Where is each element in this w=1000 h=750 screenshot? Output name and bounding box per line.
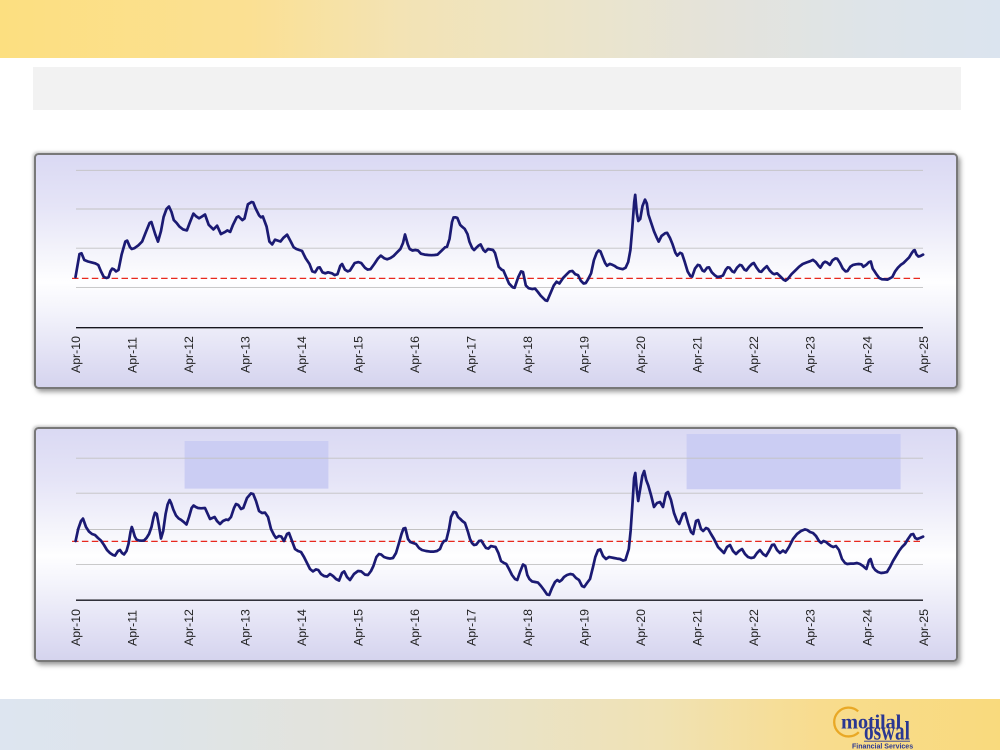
svg-text:Apr-15: Apr-15 <box>352 609 366 646</box>
svg-text:Apr-18: Apr-18 <box>521 336 535 373</box>
svg-text:Apr-22: Apr-22 <box>747 609 761 646</box>
svg-text:Apr-14: Apr-14 <box>295 609 309 646</box>
svg-text:Apr-19: Apr-19 <box>578 336 592 373</box>
svg-text:Apr-13: Apr-13 <box>238 336 252 373</box>
svg-text:Apr-24: Apr-24 <box>860 609 874 646</box>
svg-text:Apr-17: Apr-17 <box>465 336 479 373</box>
svg-text:Apr-22: Apr-22 <box>747 336 761 373</box>
svg-text:Apr-11: Apr-11 <box>125 610 139 646</box>
svg-text:Apr-12: Apr-12 <box>182 336 196 373</box>
svg-text:Apr-13: Apr-13 <box>238 609 252 646</box>
svg-text:Financial Services: Financial Services <box>852 744 913 750</box>
svg-text:Apr-11: Apr-11 <box>125 337 139 373</box>
svg-text:Apr-21: Apr-21 <box>691 609 705 646</box>
svg-text:Apr-23: Apr-23 <box>804 609 818 646</box>
svg-text:Apr-21: Apr-21 <box>691 336 705 373</box>
svg-text:Apr-20: Apr-20 <box>634 609 648 646</box>
svg-text:Apr-19: Apr-19 <box>578 609 592 646</box>
svg-text:Apr-10: Apr-10 <box>69 336 83 373</box>
svg-text:Apr-25: Apr-25 <box>917 336 931 373</box>
svg-text:Apr-14: Apr-14 <box>295 336 309 373</box>
svg-text:Apr-17: Apr-17 <box>465 609 479 646</box>
svg-text:Apr-16: Apr-16 <box>408 609 422 646</box>
svg-text:Apr-12: Apr-12 <box>182 609 196 646</box>
svg-text:Apr-16: Apr-16 <box>408 336 422 373</box>
svg-text:Apr-18: Apr-18 <box>521 609 535 646</box>
svg-text:Apr-24: Apr-24 <box>860 336 874 373</box>
svg-text:Apr-15: Apr-15 <box>352 336 366 373</box>
svg-text:oswal: oswal <box>864 717 910 745</box>
svg-text:Apr-20: Apr-20 <box>634 336 648 373</box>
svg-text:Apr-23: Apr-23 <box>804 336 818 373</box>
svg-text:Apr-25: Apr-25 <box>917 609 931 646</box>
svg-text:Apr-10: Apr-10 <box>69 609 83 646</box>
svg-text:motilal: motilal <box>841 712 902 734</box>
